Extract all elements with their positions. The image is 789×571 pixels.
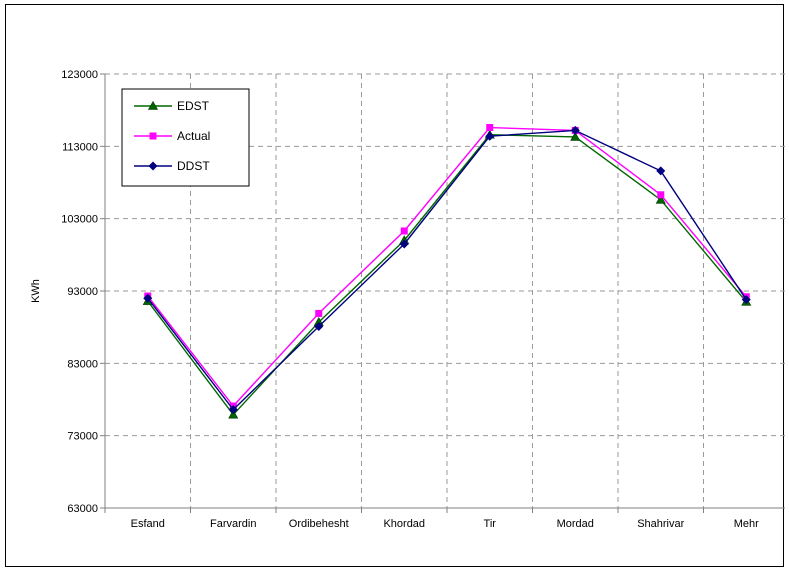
legend-label-ddst: DDST: [177, 159, 210, 173]
legend-marker-actual: [149, 132, 157, 140]
x-tick-label: Mordad: [557, 518, 594, 530]
y-tick-label: 73000: [67, 431, 98, 443]
y-tick-label: 93000: [67, 286, 98, 298]
legend-marker-ddst: [148, 161, 158, 171]
chart-frame: 63000 73000 83000 93000 103000 113000 123000 Es…: [5, 4, 785, 567]
x-tick-label: Ordibehesht: [289, 518, 349, 530]
x-tick-label: Mehr: [734, 518, 759, 530]
data-point-actual: [657, 191, 665, 199]
y-tick-label: 63000: [67, 503, 98, 515]
series-line-ddst: [147, 129, 747, 411]
y-tick-label: 83000: [67, 358, 98, 370]
x-tick-label: Tir: [484, 518, 497, 530]
data-point-actual: [486, 124, 494, 132]
x-tick-label: Shahrivar: [637, 518, 684, 530]
legend-box: [121, 88, 250, 187]
data-point-edst: [570, 131, 581, 141]
data-point-ddst: [228, 405, 238, 415]
y-tick-label: 123000: [61, 69, 98, 81]
y-axis-title: KWh: [30, 279, 42, 303]
legend-label-edst: EDST: [177, 99, 210, 113]
data-point-edst: [228, 409, 239, 419]
legend-label-actual: Actual: [177, 129, 210, 143]
data-point-actual: [315, 309, 323, 317]
data-point-ddst: [399, 239, 409, 249]
x-tick-label: Farvardin: [210, 518, 256, 530]
line-chart: 63000 73000 83000 93000 103000 113000 123000 Es…: [30, 69, 785, 530]
data-point-ddst: [143, 293, 153, 303]
x-tick-label: Esfand: [131, 518, 165, 530]
data-point-edst: [655, 194, 666, 204]
data-point-ddst: [570, 125, 580, 135]
y-tick-label: 103000: [61, 214, 98, 226]
data-point-ddst: [485, 131, 495, 141]
legend-marker-edst: [147, 100, 159, 110]
data-point-ddst: [314, 321, 324, 331]
series-line-actual: [147, 126, 747, 408]
series-line-edst: [147, 134, 747, 416]
data-point-ddst: [656, 166, 666, 176]
x-tick-label: Khordad: [383, 518, 425, 530]
data-point-actual: [400, 227, 408, 235]
y-tick-label: 113000: [62, 141, 98, 153]
data-point-ddst: [741, 295, 751, 305]
